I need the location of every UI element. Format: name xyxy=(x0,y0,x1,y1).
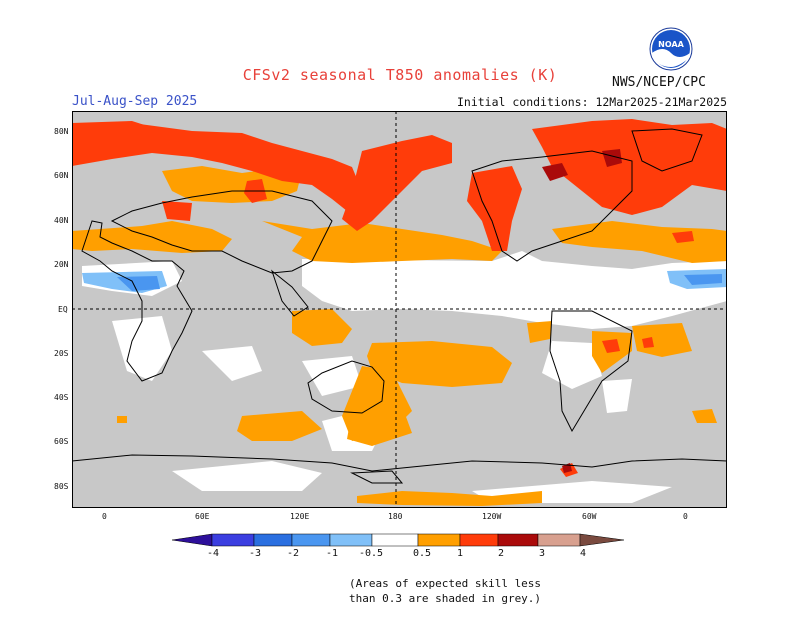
skill-note-line: (Areas of expected skill less xyxy=(349,577,542,590)
colorbar-label: 4 xyxy=(580,548,587,559)
warm-anomalies-low xyxy=(72,166,727,506)
coastlines xyxy=(72,128,727,484)
skill-note: (Areas of expected skill less than 0.3 a… xyxy=(349,576,541,606)
colorbar-swatch xyxy=(291,533,331,547)
colorbar-label: 2 xyxy=(498,548,505,559)
anomaly-map xyxy=(72,111,727,508)
lon-label: 0 xyxy=(683,512,688,521)
lat-label: 20N xyxy=(54,260,69,269)
colorbar-high-arrow xyxy=(579,533,625,547)
colorbar-label: -1 xyxy=(326,548,339,559)
colorbar-label: -0.5 xyxy=(359,548,384,559)
lon-label: 120E xyxy=(290,512,310,521)
agency-label: NWS/NCEP/CPC xyxy=(612,75,706,90)
colorbar-swatch xyxy=(329,533,373,547)
colorbar-swatch xyxy=(459,533,499,547)
map-frame xyxy=(72,111,727,508)
map-title: CFSv2 seasonal T850 anomalies (K) xyxy=(242,66,558,84)
lat-label: 40S xyxy=(54,393,69,402)
colorbar-swatch xyxy=(371,533,419,547)
colorbar-swatch xyxy=(497,533,539,547)
colorbar-swatch xyxy=(417,533,461,547)
lon-label: 60W xyxy=(582,512,597,521)
colorbar-label: -3 xyxy=(249,548,262,559)
lat-label: EQ xyxy=(58,305,68,314)
colorbar-swatch xyxy=(253,533,293,547)
colorbar-swatch xyxy=(537,533,581,547)
colorbar-label: 3 xyxy=(539,548,546,559)
noaa-logo: NOAA xyxy=(649,27,693,71)
colorbar-label: -4 xyxy=(207,548,220,559)
skill-note-line: than 0.3 are shaded in grey.) xyxy=(349,592,542,605)
lat-label: 60N xyxy=(54,171,69,180)
warm-anomalies-mid xyxy=(72,119,727,477)
colorbar-label: 1 xyxy=(457,548,464,559)
lon-label: 120W xyxy=(482,512,502,521)
colorbar-label: 0.5 xyxy=(413,548,432,559)
colorbar-label: -2 xyxy=(287,548,300,559)
lat-label: 20S xyxy=(54,349,69,358)
warm-anomalies-high xyxy=(542,149,622,473)
lat-label: 40N xyxy=(54,216,69,225)
logo-text: NOAA xyxy=(658,40,684,49)
lat-label: 80N xyxy=(54,127,69,136)
colorbar-swatch xyxy=(211,533,255,547)
lon-label: 180 xyxy=(388,512,403,521)
colorbar-low-arrow xyxy=(172,533,213,547)
colorbar xyxy=(172,533,625,547)
lon-label: 60E xyxy=(195,512,210,521)
initial-conditions-label: Initial conditions: 12Mar2025-21Mar2025 xyxy=(456,95,727,109)
lat-label: 60S xyxy=(54,437,69,446)
lat-label: 80S xyxy=(54,482,69,491)
cold-anomalies xyxy=(82,269,727,293)
lon-label: 0 xyxy=(102,512,107,521)
season-label: Jul-Aug-Sep 2025 xyxy=(72,94,198,109)
